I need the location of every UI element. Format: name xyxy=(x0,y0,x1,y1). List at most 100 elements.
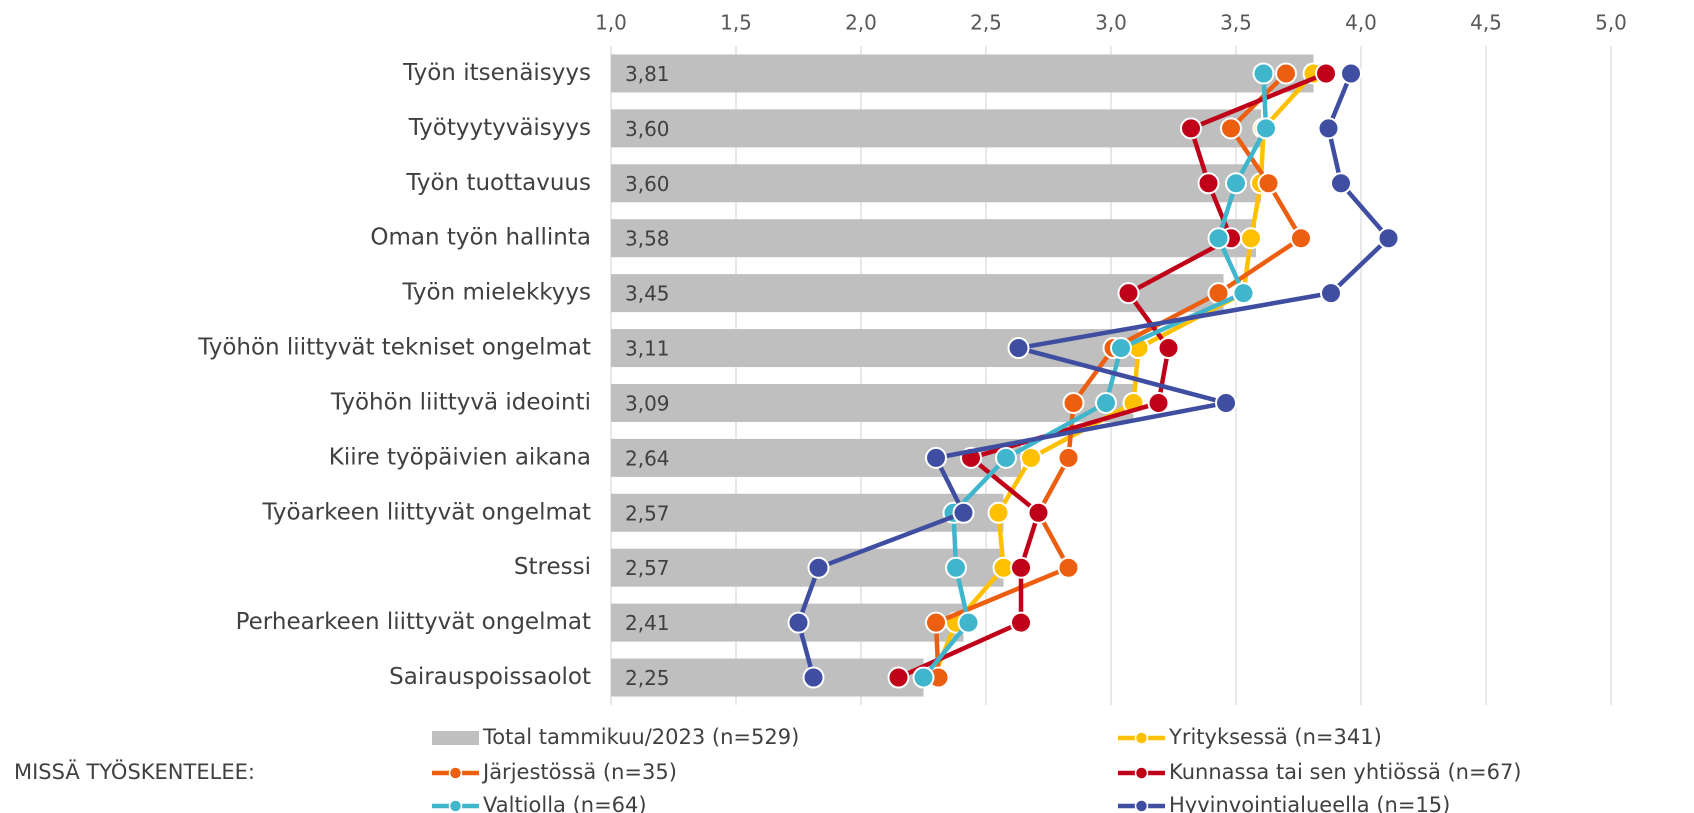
marker xyxy=(987,501,1010,524)
category-label: Oman työn hallinta xyxy=(370,225,591,251)
category-label: Työn mielekkyys xyxy=(401,280,591,306)
bar xyxy=(611,603,964,642)
marker xyxy=(1340,62,1362,85)
marker xyxy=(1010,611,1032,634)
value-label: 2,57 xyxy=(625,556,670,580)
marker xyxy=(1057,556,1080,579)
marker xyxy=(1207,227,1230,250)
bar xyxy=(611,493,1004,532)
x-tick-label: 1,5 xyxy=(720,11,752,35)
marker xyxy=(1240,227,1262,250)
marker xyxy=(1252,62,1275,85)
category-label: Työn itsenäisyys xyxy=(402,60,591,86)
x-tick-label: 2,5 xyxy=(970,11,1002,35)
marker xyxy=(802,666,825,689)
legend-label: Valtiolla (n=64) xyxy=(483,793,647,813)
category-label: Perhearkeen liittyvät ongelmat xyxy=(236,609,591,635)
category-label: Stressi xyxy=(514,554,591,580)
marker xyxy=(1320,282,1342,305)
marker xyxy=(1117,282,1140,305)
marker xyxy=(925,611,947,634)
legend-swatch xyxy=(1134,766,1149,780)
marker xyxy=(995,446,1017,469)
x-tick-label: 3,5 xyxy=(1220,11,1252,35)
marker xyxy=(1020,446,1042,469)
bar xyxy=(611,219,1256,258)
category-label: Työn tuottavuus xyxy=(405,170,591,196)
value-label: 2,41 xyxy=(625,611,670,635)
legend-label: Kunnassa tai sen yhtiössä (n=67) xyxy=(1169,760,1522,784)
marker xyxy=(1157,337,1180,360)
x-tick-label: 4,5 xyxy=(1470,11,1502,35)
marker xyxy=(1315,62,1337,85)
marker xyxy=(1330,172,1352,195)
category-label: Sairauspoissaolot xyxy=(389,664,591,690)
bar xyxy=(611,109,1261,148)
marker xyxy=(1220,117,1242,140)
category-label: Työhön liittyvät tekniset ongelmat xyxy=(197,335,591,361)
legend-label: Yrityksessä (n=341) xyxy=(1168,725,1382,749)
marker xyxy=(1027,501,1050,524)
value-label: 3,81 xyxy=(625,62,670,86)
bar xyxy=(611,658,924,697)
marker xyxy=(1257,172,1280,195)
marker xyxy=(1147,391,1170,414)
category-label: Kiire työpäivien aikana xyxy=(329,444,591,470)
marker xyxy=(957,611,980,634)
value-label: 3,45 xyxy=(625,282,670,306)
marker xyxy=(1095,391,1117,414)
bar xyxy=(611,438,1021,477)
x-tick-label: 5,0 xyxy=(1595,11,1627,35)
marker xyxy=(945,556,967,579)
marker xyxy=(1197,172,1220,195)
marker xyxy=(1010,556,1032,579)
marker xyxy=(1062,391,1085,414)
marker xyxy=(1215,391,1237,414)
legend-label: Järjestössä (n=35) xyxy=(481,760,677,784)
legend-swatch xyxy=(1134,799,1149,813)
legend-swatch xyxy=(1134,731,1149,745)
marker xyxy=(807,556,830,579)
value-label: 3,09 xyxy=(625,391,670,415)
marker xyxy=(1275,62,1297,85)
value-label: 2,25 xyxy=(625,666,670,690)
marker xyxy=(887,666,910,689)
marker xyxy=(1290,227,1312,250)
x-tick-label: 4,0 xyxy=(1345,11,1377,35)
marker xyxy=(952,501,975,524)
legend-swatch xyxy=(448,766,463,780)
legend-label: Total tammikuu/2023 (n=529) xyxy=(482,725,799,749)
line xyxy=(933,71,1304,678)
marker xyxy=(1057,446,1080,469)
legend-swatch xyxy=(448,799,463,813)
x-tick-label: 2,0 xyxy=(845,11,877,35)
marker xyxy=(1110,337,1132,360)
x-tick-label: 3,0 xyxy=(1095,11,1127,35)
value-label: 2,57 xyxy=(625,501,670,525)
legend-swatch xyxy=(432,731,479,745)
marker xyxy=(1317,117,1340,140)
value-label: 2,64 xyxy=(625,446,670,470)
category-label: Työhön liittyvä ideointi xyxy=(330,389,591,415)
marker xyxy=(1377,227,1400,250)
value-label: 3,60 xyxy=(625,172,670,196)
marker xyxy=(1007,337,1030,360)
category-label: Työtyytyväisyys xyxy=(408,115,591,141)
marker xyxy=(1225,172,1247,195)
bar xyxy=(611,383,1134,422)
marker xyxy=(1232,282,1255,305)
marker xyxy=(1180,117,1202,140)
marker xyxy=(787,611,810,634)
value-label: 3,11 xyxy=(625,337,670,361)
legend-label: Hyvinvointialueella (n=15) xyxy=(1169,793,1450,813)
marker xyxy=(1255,117,1277,140)
marker xyxy=(925,446,947,469)
marker xyxy=(912,666,935,689)
bar xyxy=(611,329,1139,368)
bar xyxy=(611,548,1004,587)
bar xyxy=(611,54,1314,93)
category-label: Työarkeen liittyvät ongelmat xyxy=(261,499,591,525)
x-tick-label: 1,0 xyxy=(595,11,627,35)
bar xyxy=(611,164,1261,203)
